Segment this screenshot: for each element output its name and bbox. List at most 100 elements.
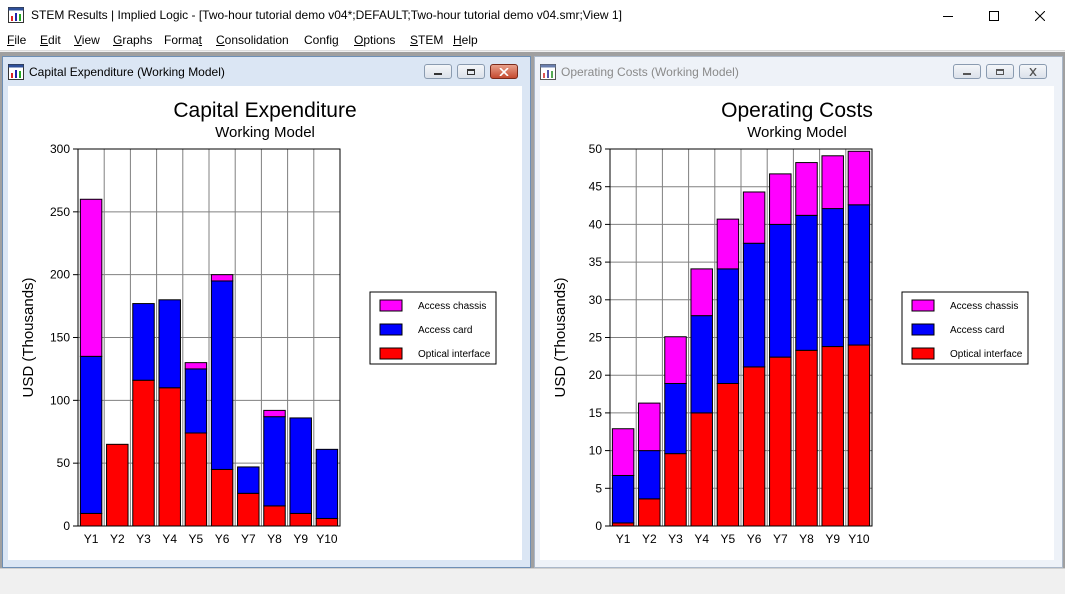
status-bar: [0, 568, 1065, 594]
chart-title: Capital Expenditure: [173, 99, 356, 122]
minimize-button[interactable]: [925, 0, 971, 31]
bar-access-card: [79, 355, 103, 514]
y-tick-label: 150: [50, 331, 70, 345]
close-icon: [1029, 67, 1037, 76]
x-tick-label: Y4: [694, 532, 709, 546]
maximize-icon: [989, 10, 999, 21]
x-tick-label: Y5: [189, 532, 204, 546]
bar-access-card: [769, 223, 792, 358]
bar-access-card: [716, 268, 740, 384]
x-tick-label: Y3: [668, 532, 683, 546]
chart-title: Operating Costs: [721, 99, 873, 122]
menu-view[interactable]: View: [74, 33, 100, 47]
bar-access-chassis: [184, 362, 208, 370]
bar-access-chassis: [664, 336, 687, 384]
capex-window-titlebar[interactable]: Capital Expenditure (Working Model): [3, 57, 530, 86]
maximize-button[interactable]: [971, 0, 1017, 31]
x-tick-label: Y10: [316, 532, 338, 546]
x-tick-label: Y7: [773, 532, 788, 546]
capex-restore-button[interactable]: [457, 64, 485, 79]
legend-swatch: [379, 299, 403, 312]
opex-frame: Operating Costs Working Model USD (Thousan…: [535, 86, 1062, 567]
bar-access-chassis: [769, 173, 792, 225]
bar-optical-interface: [716, 382, 740, 527]
bar-access-chassis: [79, 198, 103, 357]
bar-access-card: [690, 315, 713, 414]
menu-consolidation[interactable]: Consolidation: [216, 33, 289, 47]
app-icon: [8, 7, 24, 23]
bar-access-chassis: [821, 155, 844, 210]
bar-access-chassis: [847, 150, 871, 206]
bar-optical-interface: [79, 512, 103, 527]
bar-access-card: [237, 466, 260, 494]
opex-window-titlebar[interactable]: Operating Costs (Working Model): [535, 57, 1062, 86]
menu-config[interactable]: Config: [304, 33, 339, 47]
opex-window[interactable]: Operating Costs (Working Model) Operatin…: [534, 56, 1063, 568]
y-tick-label: 30: [589, 293, 603, 307]
menu-format[interactable]: Format: [164, 33, 203, 47]
y-tick-label: 15: [589, 406, 603, 420]
mdi-workspace: Capital Expenditure (Working Model) Capi…: [0, 52, 1065, 568]
x-tick-label: Y10: [848, 532, 870, 546]
legend-label: Access chassis: [418, 301, 486, 312]
legend-label: Optical interface: [950, 349, 1023, 360]
close-icon: [1035, 10, 1045, 21]
menu-bar: File Edit View Graphs Format Consolidati…: [0, 31, 1065, 51]
x-tick-label: Y1: [84, 532, 99, 546]
opex-minimize-button[interactable]: [953, 64, 981, 79]
menu-stem[interactable]: STEM: [410, 33, 444, 47]
x-tick-label: Y3: [136, 532, 151, 546]
bar-access-card: [742, 242, 766, 368]
opex-restore-button[interactable]: [986, 64, 1014, 79]
bar-access-chassis: [263, 409, 286, 418]
bar-optical-interface: [158, 387, 181, 527]
restore-icon: [996, 68, 1004, 75]
x-tick-label: Y6: [215, 532, 230, 546]
bar-optical-interface: [769, 356, 792, 527]
y-tick-label: 250: [50, 205, 70, 219]
plot-frame: [77, 148, 341, 527]
bar-access-card: [638, 450, 661, 500]
bar-access-card: [664, 382, 687, 455]
menu-edit[interactable]: Edit: [40, 33, 61, 47]
x-tick-label: Y6: [747, 532, 762, 546]
app-titlebar[interactable]: STEM Results | Implied Logic - [Two-hour…: [0, 0, 1065, 31]
capex-window[interactable]: Capital Expenditure (Working Model) Capi…: [2, 56, 531, 568]
y-tick-label: 50: [589, 142, 603, 156]
bar-optical-interface: [289, 512, 312, 527]
menu-graphs[interactable]: Graphs: [113, 33, 153, 47]
bar-access-card: [795, 214, 818, 351]
capex-chart: Capital Expenditure Working Model USD (Tho…: [8, 86, 522, 560]
opex-window-title: Operating Costs (Working Model): [561, 65, 739, 79]
y-axis-label: USD (Thousands): [552, 277, 569, 397]
close-button[interactable]: [1017, 0, 1063, 31]
bar-access-card: [158, 299, 181, 389]
menu-help[interactable]: Help: [453, 33, 478, 47]
legend-swatch: [911, 347, 935, 360]
y-tick-label: 50: [57, 456, 71, 470]
bar-access-card: [289, 417, 312, 514]
restore-icon: [467, 68, 475, 75]
bar-optical-interface: [821, 346, 844, 527]
x-tick-label: Y1: [616, 532, 631, 546]
opex-close-button[interactable]: [1019, 64, 1047, 79]
y-tick-label: 35: [589, 255, 603, 269]
legend-swatch: [911, 299, 935, 312]
bar-access-chassis: [742, 191, 766, 244]
legend-label: Access card: [950, 325, 1004, 336]
capex-minimize-button[interactable]: [424, 64, 452, 79]
bar-access-chassis: [638, 402, 661, 452]
minimize-icon: [963, 72, 971, 75]
bar-access-chassis: [795, 162, 818, 216]
legend-swatch: [911, 323, 935, 336]
bar-optical-interface: [315, 517, 339, 527]
y-tick-label: 10: [589, 444, 603, 458]
chart-window-icon: [8, 64, 24, 80]
menu-options[interactable]: Options: [354, 33, 396, 47]
bar-access-chassis: [690, 268, 713, 317]
close-icon: [499, 67, 509, 76]
menu-file[interactable]: File: [7, 33, 27, 47]
capex-frame: Capital Expenditure Working Model USD (Tho…: [3, 86, 530, 567]
y-tick-label: 5: [595, 481, 602, 495]
capex-close-button[interactable]: [490, 64, 518, 79]
